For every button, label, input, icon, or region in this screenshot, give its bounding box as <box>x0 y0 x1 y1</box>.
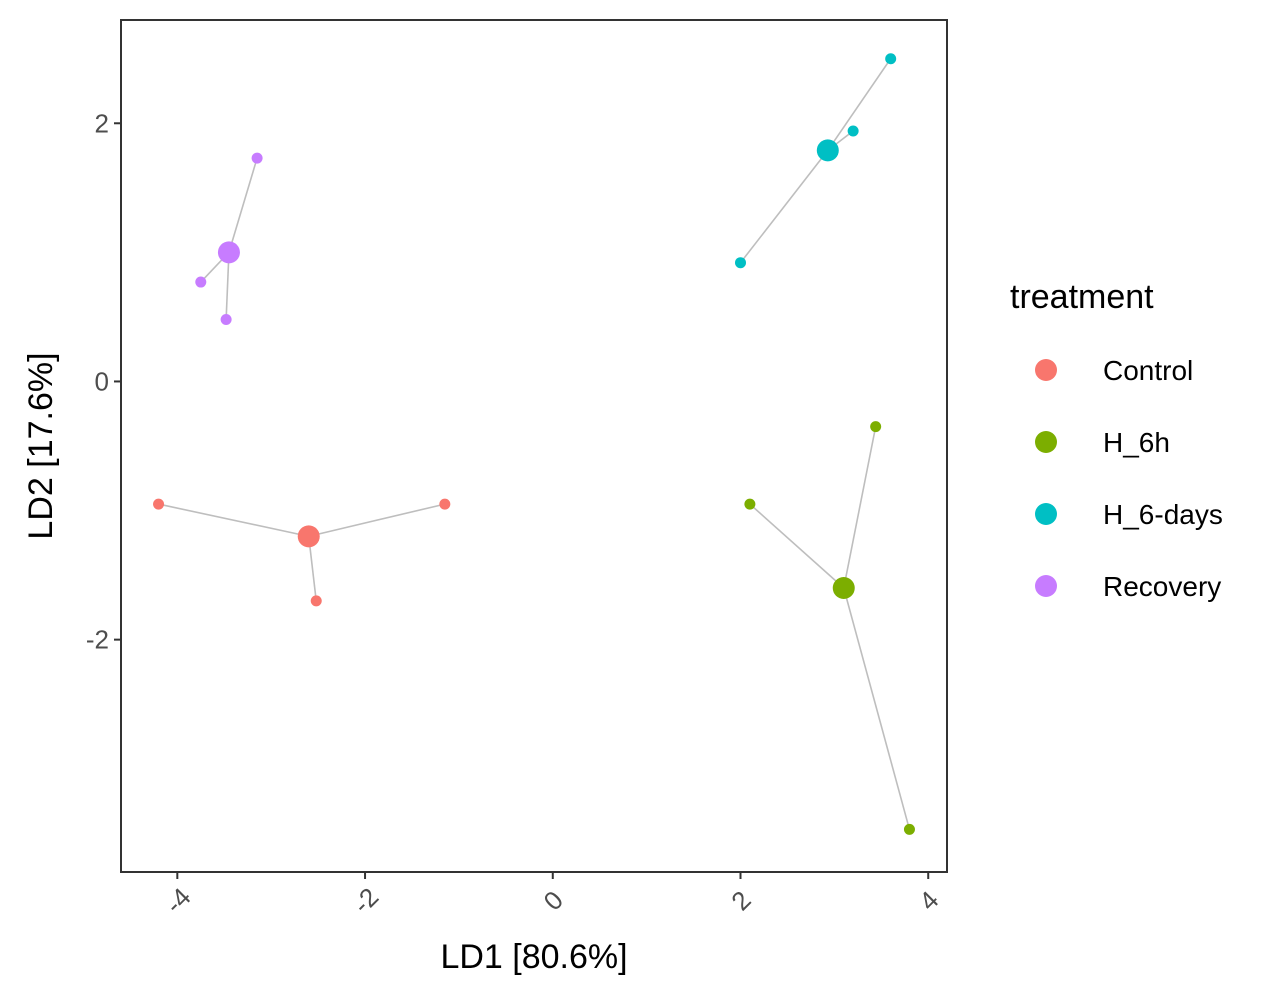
connector-line-control <box>158 503 309 538</box>
data-point-recovery <box>220 313 232 325</box>
data-point-h-6-days <box>847 125 859 137</box>
legend-label-h-6h: H_6h <box>1103 427 1170 458</box>
data-point-h-6h <box>870 421 882 433</box>
connector-line-h-6-days <box>827 58 892 151</box>
y-tick-label: -2 <box>86 625 109 655</box>
connector-line-h-6h <box>842 587 911 830</box>
connector-line-h-6-days <box>739 149 829 264</box>
data-point-h-6h <box>744 498 756 510</box>
x-axis-title: LD1 [80.6%] <box>440 938 627 976</box>
data-point-recovery <box>195 276 207 288</box>
connector-line-recovery <box>228 157 258 253</box>
data-points <box>153 53 915 835</box>
legend-key-h-6-days <box>1035 503 1057 525</box>
legend-key-control <box>1035 359 1057 381</box>
plot-panel-border <box>120 19 948 873</box>
data-point-control <box>310 595 322 607</box>
centroid-point-control <box>297 525 320 548</box>
legend-label-h-6-days: H_6-days <box>1103 499 1223 530</box>
legend-title: treatment <box>1010 278 1154 316</box>
y-axis: -2 0 2 <box>86 108 121 655</box>
y-axis-title: LD2 [17.6%] <box>22 352 60 539</box>
data-point-control <box>153 498 165 510</box>
legend-label-recovery: Recovery <box>1103 571 1221 602</box>
legend-key-recovery <box>1035 575 1057 597</box>
y-tick-label: 2 <box>95 108 109 138</box>
legend: treatment Control H_6h H_6-days Recovery <box>1010 278 1223 602</box>
connector-line-control <box>308 503 446 538</box>
y-tick-label: 0 <box>95 366 109 396</box>
data-point-h-6h <box>903 823 915 835</box>
connector-line-h-6h <box>749 503 845 589</box>
data-point-h-6-days <box>885 53 897 65</box>
connector-line-recovery <box>225 252 230 320</box>
centroid-point-h-6-days <box>816 139 839 162</box>
connector-line-h-6h <box>842 426 877 589</box>
centroid-point-recovery <box>217 241 240 264</box>
data-point-recovery <box>251 152 263 164</box>
data-point-h-6-days <box>735 257 746 269</box>
legend-label-control: Control <box>1103 355 1193 386</box>
centroid-point-h-6h <box>832 577 855 599</box>
data-point-control <box>439 498 451 510</box>
legend-key-h-6h <box>1035 431 1057 453</box>
